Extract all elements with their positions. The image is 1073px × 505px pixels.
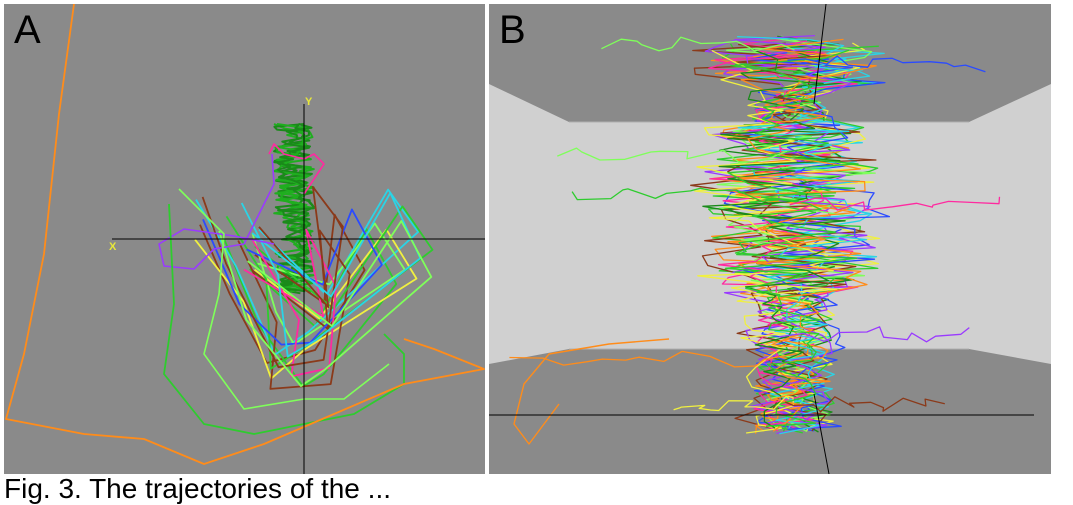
trajectory-line: [513, 338, 670, 445]
trajectory-line: [509, 350, 798, 368]
trajectory-line: [702, 47, 846, 429]
trajectory-line: [710, 46, 852, 432]
trajectory-line: [789, 196, 1001, 211]
trajectory-line: [240, 192, 422, 358]
trajectory-line: [5, 4, 485, 465]
trajectory-line: [178, 188, 390, 410]
trajectory-line: [163, 203, 405, 435]
trajectory-line: [158, 153, 275, 270]
trajectory-line: [571, 187, 799, 203]
trajectory-line: [237, 229, 351, 390]
trajectory-line: [779, 326, 970, 343]
panel-b-side-view: B: [489, 4, 1051, 474]
panel-b-label: B: [499, 8, 526, 52]
trajectory-line: [673, 395, 790, 412]
b-vertical-axis-top: [813, 4, 827, 105]
trajectory-line: [273, 123, 315, 294]
trajectory-line: [725, 49, 859, 427]
y-axis-label: Y: [305, 96, 313, 108]
panel-b-trajectory-plot: [489, 4, 1051, 474]
trajectory-line: [601, 36, 795, 52]
trajectory-line: [557, 147, 788, 163]
b-vertical-axis-bottom: [813, 393, 830, 474]
trajectory-line: [218, 220, 433, 387]
figure-caption: Fig. 3. The trajectories of the ...: [4, 473, 391, 504]
trajectory-line: [734, 34, 876, 435]
panel-a-label: A: [14, 8, 41, 52]
trajectory-line: [251, 222, 406, 346]
panel-a-trajectory-plot: [5, 4, 485, 474]
panel-a-top-view: A X Y: [4, 4, 485, 474]
trajectory-line: [195, 188, 419, 356]
trajectory-line: [784, 396, 945, 413]
trajectory-line: [194, 228, 418, 380]
x-axis-label: X: [109, 241, 117, 253]
trajectory-line: [787, 55, 986, 73]
